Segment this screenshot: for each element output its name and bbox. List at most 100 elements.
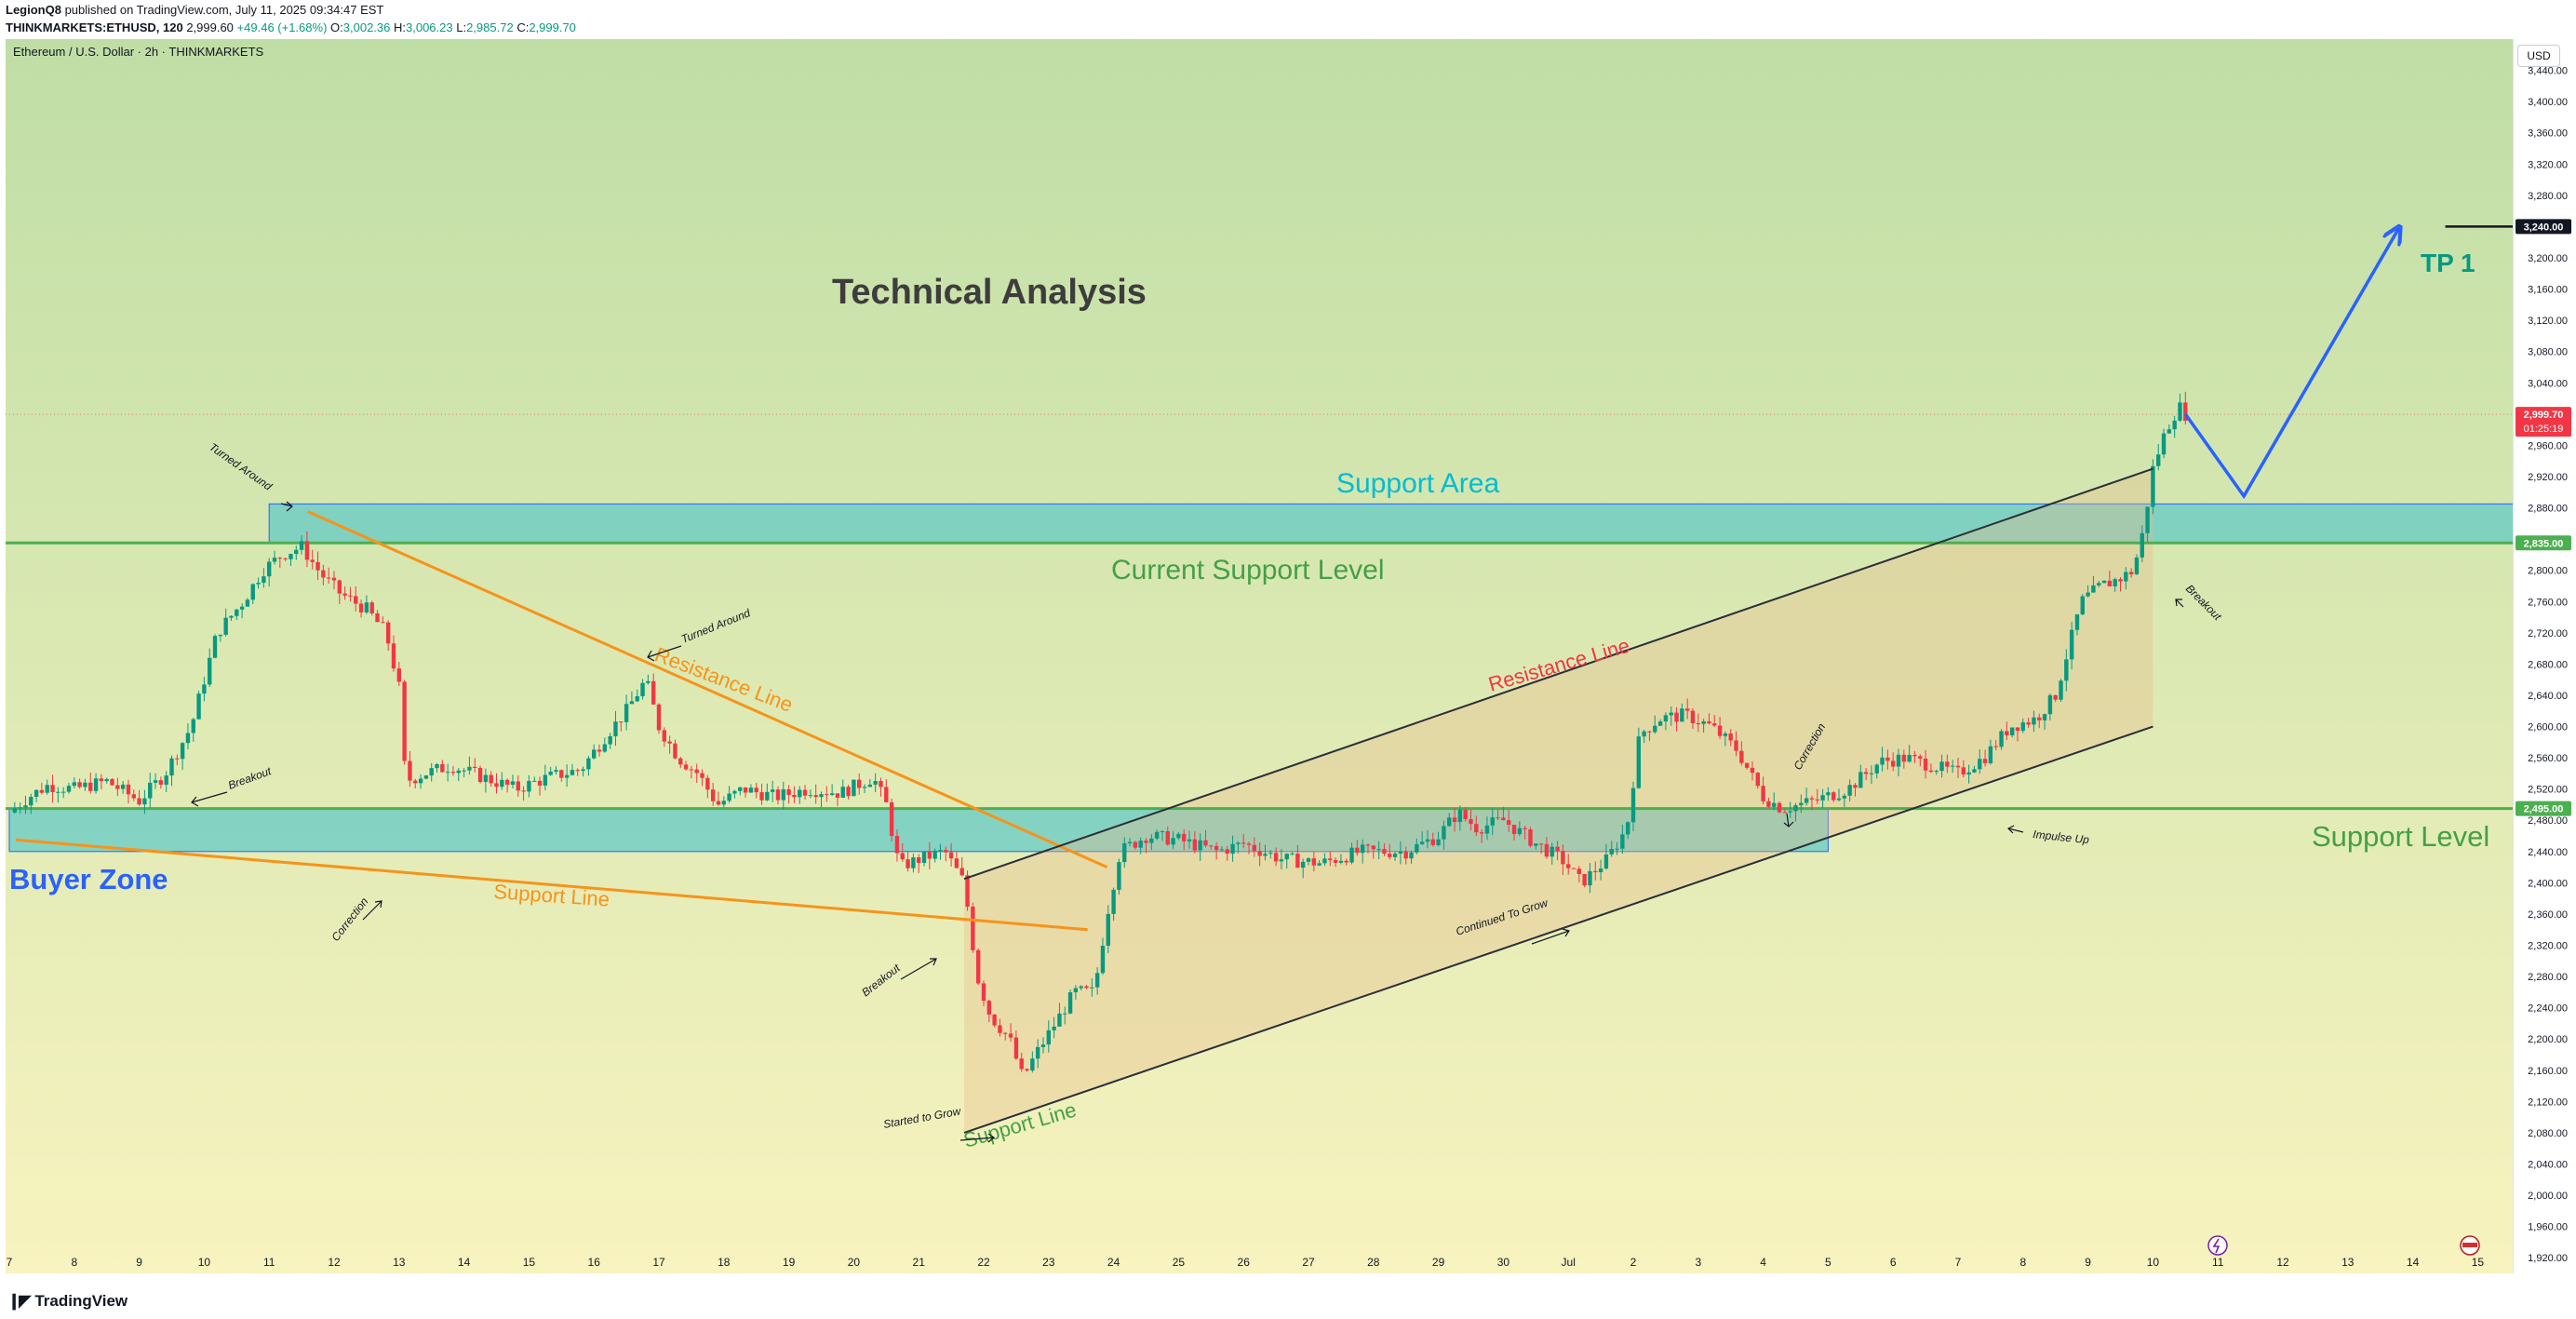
- x-tick-label: 3: [1695, 1256, 1701, 1269]
- candle-body-376: [2047, 694, 2053, 715]
- bolt-icon-glyph: [2212, 1238, 2220, 1254]
- candle-body-135: [743, 787, 748, 793]
- candle-body-328: [1788, 811, 1792, 813]
- candle-body-348: [1896, 754, 1901, 767]
- candle-body-283: [1544, 843, 1550, 857]
- candle-body-373: [2032, 717, 2036, 725]
- candle-body-320: [1744, 762, 1750, 768]
- candle-body-307: [1674, 712, 1679, 722]
- candle-body-109: [602, 744, 608, 752]
- candle-body-341: [1858, 772, 1863, 788]
- chart-svg[interactable]: 7 8 9 10 11 12 13 14 15 16 17 18 19 20 21 22 23 24 25 26 27 2…: [6, 39, 2518, 1273]
- candle-body-65: [364, 602, 369, 612]
- tp-price-tag-bg: [2516, 219, 2571, 235]
- candle-body-210: [1149, 838, 1154, 843]
- candle-body-78: [435, 763, 439, 769]
- candle-body-240: [1311, 858, 1317, 866]
- price-tick-label: 2,480.00: [2528, 815, 2568, 827]
- candle-body-98: [543, 774, 548, 786]
- price-tick-label: 2,400.00: [2528, 878, 2568, 889]
- candle-body-310: [1690, 710, 1696, 724]
- candle-body-10: [66, 786, 72, 792]
- candle-body-292: [1593, 870, 1598, 873]
- candle-body-176: [965, 875, 970, 908]
- candle-body-201: [1100, 946, 1106, 974]
- candle-body-313: [1707, 720, 1711, 724]
- candle-body-397: [2161, 433, 2167, 455]
- candle-body-199: [1090, 987, 1094, 989]
- x-tick-label: 8: [2019, 1256, 2026, 1269]
- price-tick-label: 2,440.00: [2528, 847, 2568, 858]
- candle-body-278: [1517, 828, 1523, 835]
- correction-2-arrow: [1783, 813, 1794, 828]
- candle-body-104: [575, 770, 580, 772]
- candle-body-150: [825, 794, 829, 796]
- candle-body-222: [1214, 845, 1219, 851]
- time-axis[interactable]: 7 8 9 10 11 12 13 14 15 16 17 18 19 20 21 22 23 24 25 26 27 2…: [7, 1235, 2518, 1269]
- author-name[interactable]: LegionQ8: [6, 3, 61, 17]
- candle-body-333: [1815, 799, 1819, 801]
- candle-body-49: [277, 558, 283, 559]
- candle-body-79: [440, 763, 445, 773]
- tradingview-wordmark: TradingView: [34, 1292, 128, 1310]
- price-axis-svg[interactable]: 1,920.00 1,960.00 2,000.00 2,040.00 2,080.00…: [2514, 39, 2576, 1273]
- candle-body-66: [369, 602, 374, 613]
- candle-body-103: [570, 770, 575, 775]
- open-label: O:: [330, 20, 343, 34]
- price-tick-label: 3,080.00: [2528, 347, 2568, 358]
- candle-body-51: [288, 554, 293, 559]
- x-tick-label: 27: [1302, 1256, 1315, 1269]
- price-tick-label: 2,520.00: [2528, 785, 2568, 796]
- candle-body-149: [819, 794, 824, 798]
- currency-button[interactable]: USD: [2517, 45, 2560, 67]
- candle-body-5: [39, 789, 45, 793]
- candle-body-31: [180, 743, 185, 760]
- candle-body-304: [1657, 721, 1663, 726]
- support-price-tag-bg: [2516, 801, 2571, 816]
- candle-body-15: [93, 778, 99, 791]
- candle-body-183: [1003, 1032, 1008, 1034]
- price-tick-label: 2,960.00: [2528, 440, 2568, 451]
- candle-body-274: [1496, 817, 1500, 819]
- candle-body-164: [900, 853, 905, 860]
- price-tick-label: 1,920.00: [2528, 1253, 2568, 1264]
- candle-body-193: [1057, 1013, 1062, 1027]
- candle-body-120: [662, 730, 667, 742]
- candle-body-155: [852, 779, 856, 797]
- x-tick-label: 20: [848, 1256, 861, 1269]
- candle-body-323: [1761, 786, 1765, 801]
- candle-body-55: [310, 559, 315, 562]
- candle-body-25: [148, 782, 153, 799]
- candle-body-377: [2053, 694, 2058, 700]
- candle-body-71: [396, 668, 401, 682]
- candle-body-305: [1663, 715, 1669, 722]
- candle-body-165: [906, 859, 910, 868]
- publish-header: LegionQ8 published on TradingView.com, J…: [0, 0, 2576, 39]
- tp-price-tag-text: 3,240.00: [2524, 222, 2564, 233]
- support-price-tag-text: 2,495.00: [2524, 804, 2564, 815]
- candle-body-144: [792, 795, 797, 798]
- price-axis[interactable]: 1,920.00 1,960.00 2,000.00 2,040.00 2,080.00…: [2513, 39, 2576, 1273]
- candle-body-362: [1972, 769, 1977, 773]
- candle-body-368: [2005, 731, 2009, 735]
- channel-layer: [964, 468, 2153, 1133]
- candle-body-379: [2064, 659, 2069, 681]
- candle-body-175: [959, 868, 964, 876]
- candle-body-92: [510, 781, 516, 786]
- candle-body-262: [1430, 839, 1435, 845]
- current-price-tag-bg: [2516, 407, 2571, 437]
- candle-body-347: [1891, 760, 1896, 767]
- candle-body-184: [1008, 1033, 1013, 1038]
- candle-body-207: [1133, 841, 1138, 848]
- publish-info: published on TradingView.com, July 11, 2…: [64, 3, 384, 17]
- candle-body-209: [1144, 841, 1148, 843]
- candle-body-256: [1398, 851, 1403, 855]
- tradingview-logo[interactable]: ❙◤ TradingView: [7, 1292, 127, 1311]
- candle-body-37: [212, 636, 218, 658]
- candle-body-54: [304, 541, 310, 560]
- candle-body-18: [110, 778, 114, 786]
- chart-pane[interactable]: 7 8 9 10 11 12 13 14 15 16 17 18 19 20 21 22 23 24 25 26 27 2…: [6, 39, 2518, 1273]
- candle-body-217: [1187, 839, 1192, 841]
- candle-body-211: [1154, 831, 1160, 839]
- candle-body-70: [391, 643, 396, 669]
